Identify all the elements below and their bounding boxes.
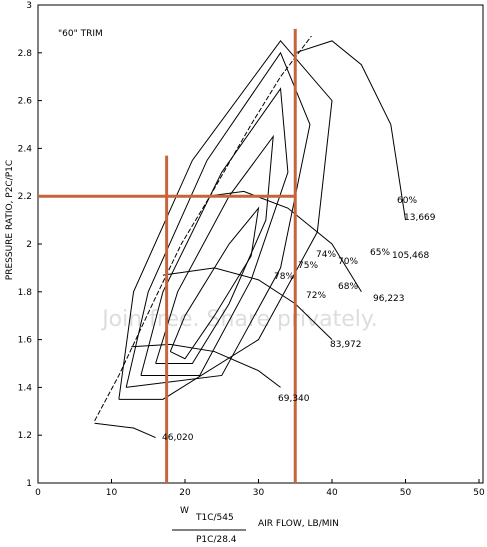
annotation: 74%	[316, 250, 336, 260]
efficiency-island	[169, 206, 260, 360]
x-tick-label: 50	[400, 488, 412, 498]
y-tick-label: 2.2	[18, 192, 32, 202]
annotation: 13,669	[404, 213, 436, 223]
annotation: 96,223	[373, 294, 405, 304]
y-tick-label: 2.6	[18, 97, 33, 107]
annotation: 75%	[298, 261, 318, 271]
y-tick-label: 2.8	[18, 49, 33, 59]
x-tick-label: 10	[106, 488, 118, 498]
efficiency-island	[155, 134, 274, 364]
watermark: Join free. Share privately.	[100, 307, 378, 332]
speed-line	[162, 267, 333, 340]
y-tick-label: 3	[26, 1, 32, 11]
annotation: 68%	[338, 282, 358, 292]
y-tick-label: 1.2	[18, 431, 32, 441]
y-axis-title: PRESSURE RATIO, P2C/P1C	[5, 160, 15, 280]
x-axis-title: AIR FLOW, LB/MIN	[258, 519, 339, 529]
annotation: 83,972	[330, 340, 362, 350]
y-tick-label: 1.6	[18, 336, 33, 346]
annotation: 65%	[370, 248, 390, 258]
speed-line	[131, 343, 281, 388]
x-formula-numerator: T1C/545	[195, 513, 234, 523]
x-formula-w: W	[180, 506, 189, 516]
annotation: 46,020	[162, 433, 194, 443]
annotation: 60%	[397, 196, 417, 206]
y-tick-label: 2.4	[18, 144, 33, 154]
annotation: 78%	[274, 272, 294, 282]
y-tick-label: 1.4	[18, 383, 33, 393]
x-tick-label: 50	[473, 488, 485, 498]
x-tick-label: 30	[253, 488, 265, 498]
annotation: 69,340	[278, 394, 310, 404]
y-tick-label: 1	[26, 479, 32, 489]
efficiency-island	[140, 87, 289, 376]
annotation: 70%	[338, 257, 358, 267]
speed-line	[295, 40, 406, 221]
surge-line	[94, 35, 312, 422]
y-tick-label: 1.8	[18, 288, 33, 298]
efficiency-island	[118, 40, 333, 400]
x-tick-label: 20	[179, 488, 191, 498]
x-formula-denominator: P1C/28.4	[196, 535, 237, 545]
chart-title: "60" TRIM	[58, 29, 103, 39]
y-tick-label: 2	[26, 240, 32, 250]
annotation: 72%	[306, 291, 326, 301]
x-tick-label: 0	[35, 488, 41, 498]
x-tick-label: 40	[326, 488, 338, 498]
annotation: 105,468	[392, 251, 429, 261]
speed-line	[94, 422, 156, 439]
